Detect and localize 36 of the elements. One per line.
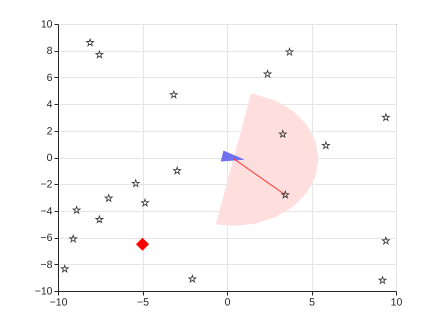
y-tick-label: −10 — [34, 286, 53, 298]
point — [173, 166, 182, 174]
x-tick-label: 0 — [224, 296, 231, 308]
y-tick-label: −4 — [40, 205, 53, 218]
point — [278, 130, 287, 138]
point — [69, 234, 78, 242]
y-tick-label: −6 — [40, 232, 53, 244]
point — [170, 90, 178, 98]
y-tick-label: 6 — [46, 72, 53, 84]
y-tick-label: 10 — [40, 18, 53, 30]
point — [132, 179, 140, 187]
y-tick-label: 0 — [46, 152, 53, 164]
y-tick-label: 8 — [46, 45, 53, 58]
point — [264, 70, 272, 78]
x-tick-label: 10 — [390, 296, 402, 308]
x-tick-label: 5 — [309, 296, 316, 308]
point — [136, 238, 150, 251]
point — [286, 48, 294, 56]
point — [281, 190, 290, 198]
y-tick-label: 4 — [46, 98, 53, 111]
point — [188, 274, 196, 282]
point — [72, 206, 81, 214]
point — [382, 113, 390, 121]
y-tick-label: −8 — [40, 258, 53, 271]
point — [382, 236, 390, 244]
point — [378, 276, 386, 284]
point — [95, 50, 104, 58]
point — [322, 141, 330, 149]
point — [95, 215, 104, 223]
y-tick-label: −2 — [40, 178, 53, 191]
y-tick-label: 2 — [46, 125, 53, 138]
point — [104, 194, 113, 202]
x-tick-label: −5 — [137, 296, 150, 308]
point — [86, 38, 94, 46]
point — [60, 264, 69, 272]
point — [141, 198, 149, 206]
